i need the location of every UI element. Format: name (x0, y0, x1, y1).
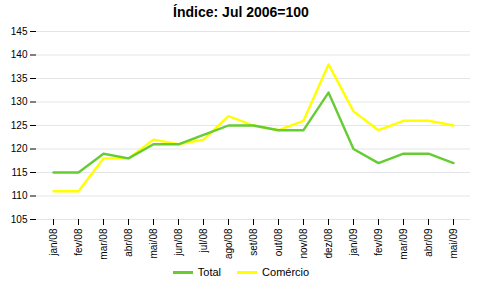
svg-text:out/08: out/08 (273, 228, 284, 256)
svg-text:105: 105 (11, 214, 28, 225)
svg-text:mai/08: mai/08 (148, 228, 159, 258)
svg-text:mai/09: mai/09 (448, 228, 459, 258)
svg-text:jan/08: jan/08 (48, 228, 59, 257)
svg-text:ago/08: ago/08 (223, 228, 234, 259)
svg-text:fev/09: fev/09 (373, 228, 384, 256)
html-text:Índice: Jul 2006=100: Índice: Jul 2006=100 (173, 4, 309, 20)
svg-text:nov/08: nov/08 (298, 228, 309, 258)
svg-text:abr/09: abr/09 (423, 228, 434, 257)
svg-text:110: 110 (12, 190, 28, 201)
svg-text:125: 125 (11, 120, 28, 131)
svg-text:115: 115 (12, 167, 28, 178)
svg-text:set/08: set/08 (248, 228, 259, 256)
html-text:Total: Total (197, 266, 222, 278)
svg-text:120: 120 (11, 143, 28, 154)
svg-text:jan/09: jan/09 (348, 228, 359, 257)
svg-text:dez/08: dez/08 (323, 228, 334, 258)
svg-text:abr/08: abr/08 (123, 228, 134, 257)
svg-text:mar/08: mar/08 (98, 228, 109, 260)
svg-text:140: 140 (11, 49, 28, 60)
svg-text:135: 135 (11, 73, 28, 84)
svg-text:jul/08: jul/08 (198, 228, 209, 253)
svg-text:fev/08: fev/08 (73, 228, 84, 256)
html-text:Comércio: Comércio (262, 266, 310, 278)
svg-text:mar/09: mar/09 (398, 228, 409, 260)
svg-text:145: 145 (11, 26, 28, 37)
svg-text:jun/08: jun/08 (173, 228, 184, 257)
svg-text:130: 130 (11, 96, 28, 107)
